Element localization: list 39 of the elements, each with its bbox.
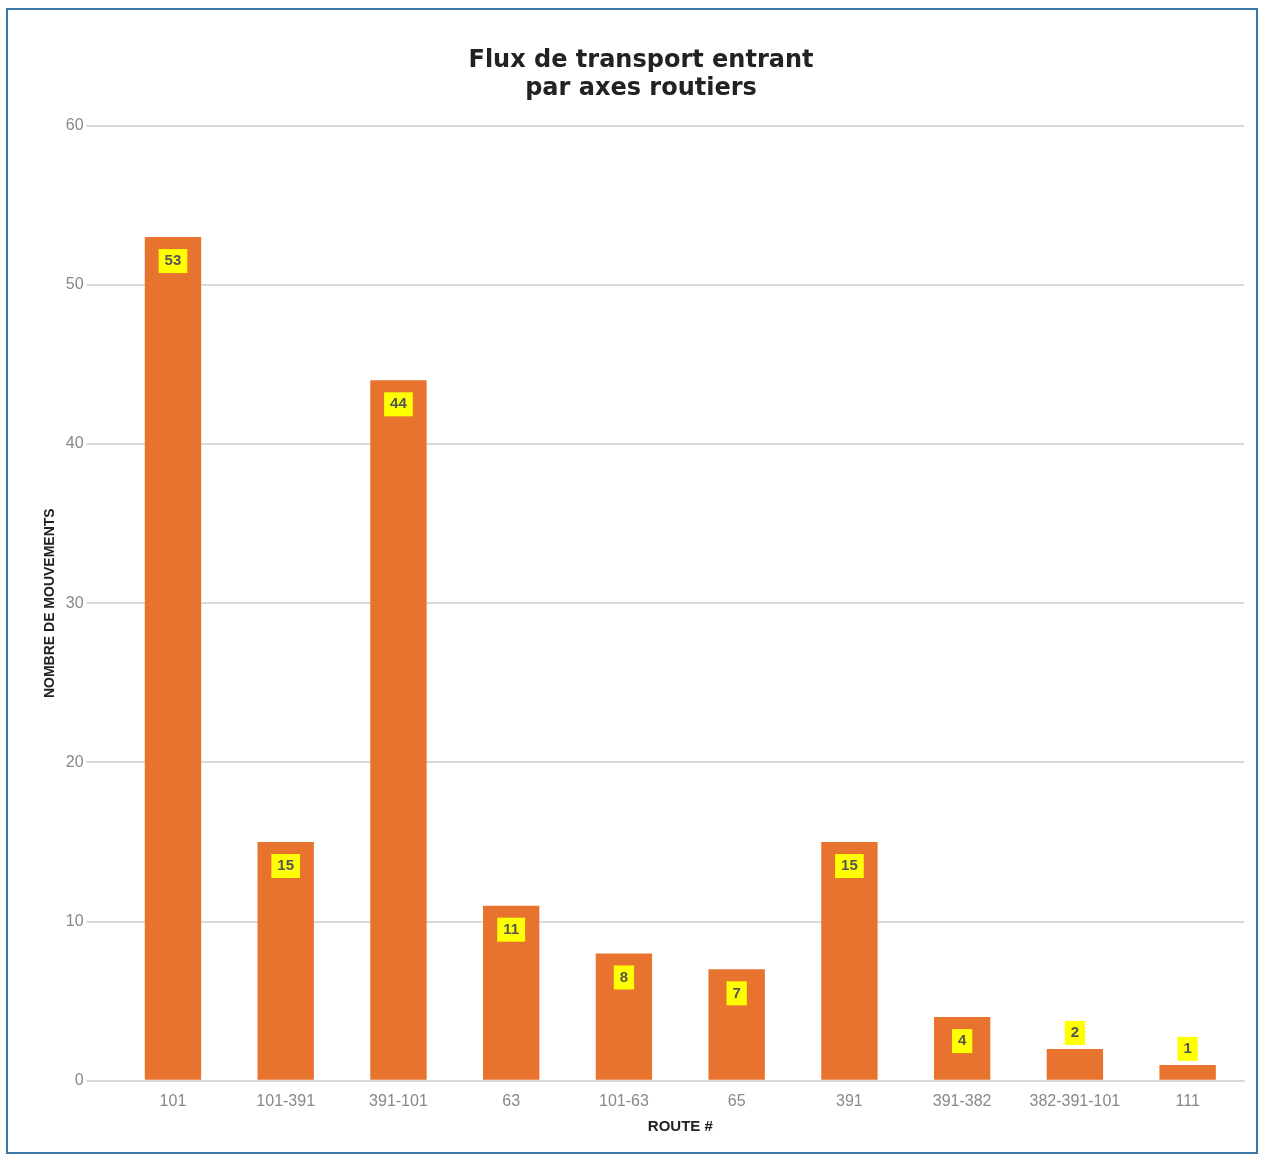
bar — [1159, 1064, 1216, 1080]
data-label: 8 — [619, 967, 629, 985]
bar — [708, 969, 765, 1080]
x-axis-title: ROUTE # — [647, 1117, 714, 1135]
x-tick-label: 65 — [727, 1091, 746, 1109]
chart-title: Flux de transport entrant par axes routiers — [468, 44, 814, 102]
x-tick-label: 391-101 — [369, 1091, 428, 1109]
x-tick-label: 391-382 — [932, 1091, 992, 1109]
data-label: 2 — [1070, 1023, 1080, 1041]
data-label: 1 — [1183, 1039, 1192, 1057]
x-tick-label: 63 — [502, 1091, 521, 1109]
y-axis-title: NOMBRE DE MOUVEMENTS — [41, 508, 58, 699]
bar — [144, 237, 202, 1080]
y-tick-label: 40 — [65, 434, 84, 452]
bar — [370, 380, 427, 1080]
x-tick-label: 391 — [836, 1091, 863, 1109]
data-label: 11 — [503, 919, 520, 937]
x-tick-label: 101-391 — [256, 1091, 316, 1109]
bar — [595, 953, 653, 1080]
data-label: 7 — [732, 983, 741, 1001]
bar — [257, 842, 314, 1080]
y-tick-label: 30 — [65, 593, 84, 611]
y-tick-label: 10 — [65, 912, 84, 930]
y-tick-label: 60 — [65, 116, 84, 134]
y-tick-label: 50 — [65, 275, 84, 293]
bar — [483, 905, 540, 1080]
x-tick-label: 101-63 — [599, 1091, 649, 1109]
data-label: 15 — [841, 856, 858, 874]
x-tick-label: 111 — [1175, 1091, 1200, 1109]
bar — [1046, 1048, 1104, 1080]
y-tick-label: 20 — [65, 752, 84, 770]
data-label: 44 — [390, 394, 408, 412]
x-tick-label: 382-391-101 — [1029, 1091, 1121, 1109]
x-tick-label: 101 — [159, 1091, 187, 1109]
y-tick-label: 0 — [74, 1071, 84, 1089]
data-label: 53 — [164, 251, 182, 269]
data-label: 15 — [277, 856, 295, 874]
bar — [821, 842, 878, 1080]
data-label: 4 — [957, 1031, 967, 1049]
